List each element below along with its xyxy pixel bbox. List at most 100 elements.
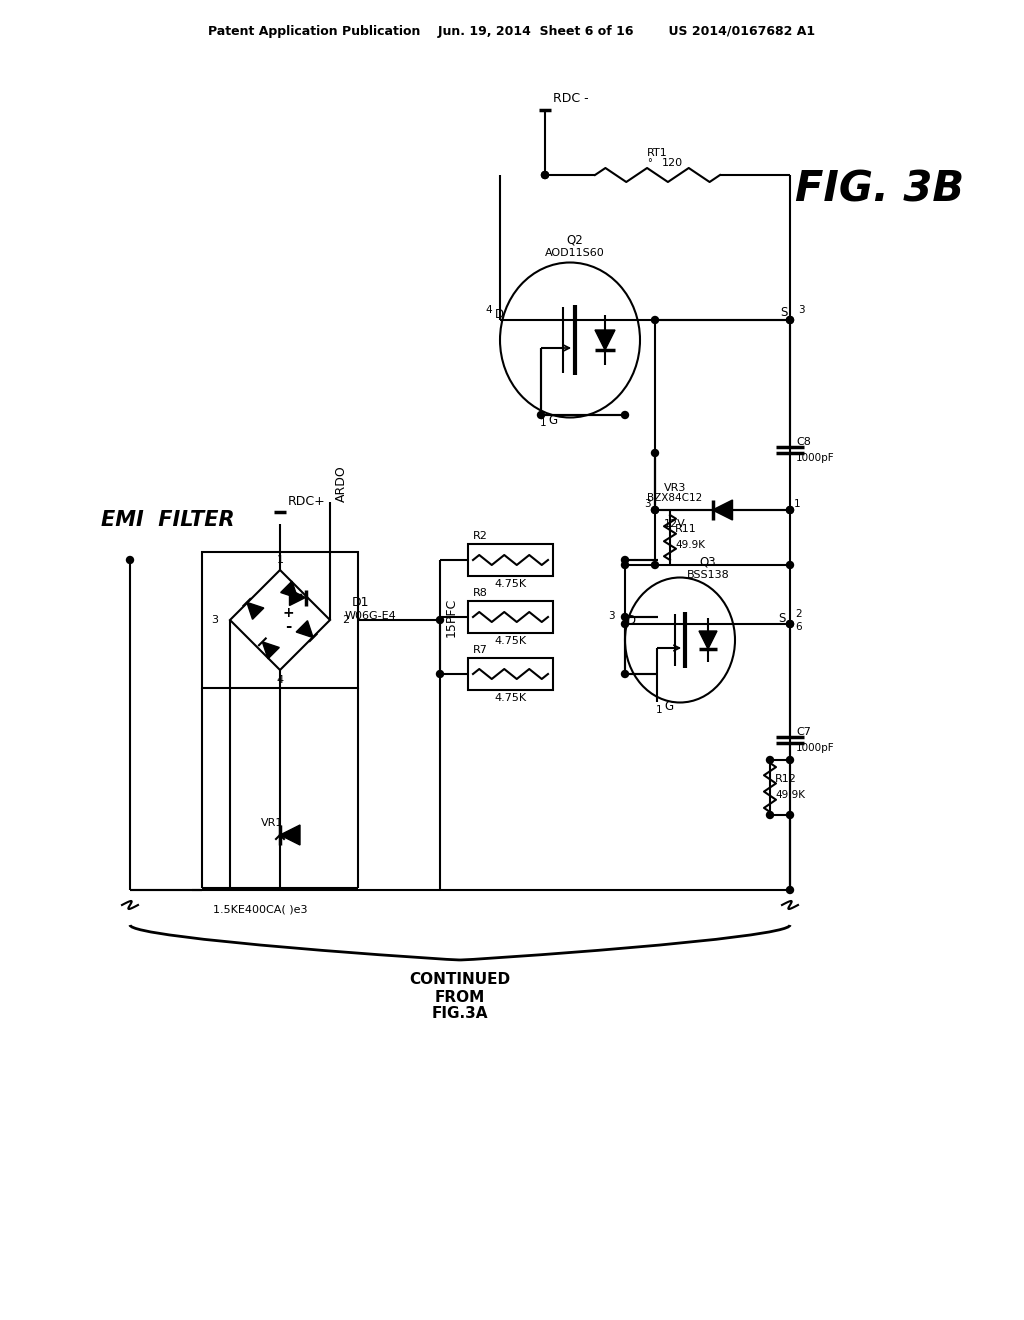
Text: R7: R7 xyxy=(473,645,487,655)
Text: 12V: 12V xyxy=(665,519,686,529)
Circle shape xyxy=(622,412,629,418)
Text: W06G-E4: W06G-E4 xyxy=(345,611,396,620)
Text: 4: 4 xyxy=(485,305,492,315)
Text: R12: R12 xyxy=(775,775,797,784)
Circle shape xyxy=(622,614,629,620)
Circle shape xyxy=(622,671,629,677)
Text: 3: 3 xyxy=(608,611,615,620)
Text: S: S xyxy=(780,305,787,318)
Circle shape xyxy=(127,557,133,564)
Polygon shape xyxy=(595,330,615,350)
Circle shape xyxy=(436,616,443,623)
Text: Q2: Q2 xyxy=(566,234,584,247)
Text: RDC -: RDC - xyxy=(553,92,589,106)
Circle shape xyxy=(622,557,629,564)
Text: R11: R11 xyxy=(675,524,696,535)
Circle shape xyxy=(651,507,658,513)
Text: BSS138: BSS138 xyxy=(687,570,729,579)
Circle shape xyxy=(651,507,658,513)
Text: 3: 3 xyxy=(798,305,805,315)
Text: 1: 1 xyxy=(540,418,547,428)
Text: 49.9K: 49.9K xyxy=(675,540,705,550)
Polygon shape xyxy=(262,642,280,659)
Text: 3: 3 xyxy=(644,499,651,510)
Text: FIG.3A: FIG.3A xyxy=(432,1006,488,1022)
Text: R2: R2 xyxy=(473,531,487,541)
Polygon shape xyxy=(281,581,298,598)
Bar xyxy=(468,601,553,634)
Bar xyxy=(468,657,553,690)
Circle shape xyxy=(767,756,773,763)
Text: 4: 4 xyxy=(276,675,284,685)
Circle shape xyxy=(622,620,629,627)
Circle shape xyxy=(542,172,549,178)
Text: RT1: RT1 xyxy=(646,148,668,158)
Text: S: S xyxy=(778,611,785,624)
Polygon shape xyxy=(247,602,264,619)
Circle shape xyxy=(786,887,794,894)
Text: Q3: Q3 xyxy=(699,556,717,569)
Text: FROM: FROM xyxy=(435,990,485,1005)
Text: 2: 2 xyxy=(342,615,349,624)
Text: 1000pF: 1000pF xyxy=(796,453,835,463)
Circle shape xyxy=(651,317,658,323)
Text: 6: 6 xyxy=(795,622,802,632)
Polygon shape xyxy=(290,590,305,606)
Text: 1: 1 xyxy=(655,705,663,715)
Circle shape xyxy=(786,561,794,569)
Polygon shape xyxy=(713,500,732,520)
Text: G: G xyxy=(549,413,557,426)
Text: CONTINUED: CONTINUED xyxy=(410,973,511,987)
Text: FIG. 3B: FIG. 3B xyxy=(796,169,965,211)
Text: ARDO: ARDO xyxy=(335,466,348,503)
Circle shape xyxy=(436,671,443,677)
Text: BZX84C12: BZX84C12 xyxy=(647,492,702,503)
Text: °: ° xyxy=(647,158,652,168)
Text: Patent Application Publication    Jun. 19, 2014  Sheet 6 of 16        US 2014/01: Patent Application Publication Jun. 19, … xyxy=(209,25,815,38)
Circle shape xyxy=(767,812,773,818)
Text: 4.75K: 4.75K xyxy=(495,636,526,645)
Text: VR3: VR3 xyxy=(664,483,686,492)
Text: G: G xyxy=(665,700,674,713)
Text: 15PFC: 15PFC xyxy=(445,598,458,636)
Text: 3: 3 xyxy=(211,615,218,624)
Text: AOD11S60: AOD11S60 xyxy=(545,248,605,257)
Text: D: D xyxy=(627,615,636,627)
Circle shape xyxy=(786,620,794,627)
Text: EMI  FILTER: EMI FILTER xyxy=(101,510,234,531)
Text: D: D xyxy=(495,309,504,322)
Text: 4.75K: 4.75K xyxy=(495,693,526,704)
Text: 120: 120 xyxy=(662,158,683,168)
Circle shape xyxy=(651,561,658,569)
Text: 1: 1 xyxy=(794,499,801,510)
Circle shape xyxy=(786,756,794,763)
Polygon shape xyxy=(296,620,313,638)
Text: 49.9K: 49.9K xyxy=(775,791,805,800)
Text: 1: 1 xyxy=(276,554,284,565)
Text: 4.75K: 4.75K xyxy=(495,579,526,589)
Text: C7: C7 xyxy=(796,727,811,737)
Circle shape xyxy=(538,412,545,418)
Circle shape xyxy=(786,507,794,513)
Text: RDC+: RDC+ xyxy=(288,495,326,508)
Circle shape xyxy=(786,317,794,323)
Circle shape xyxy=(786,812,794,818)
Text: C8: C8 xyxy=(796,437,811,447)
Text: 2: 2 xyxy=(795,609,802,619)
Circle shape xyxy=(622,561,629,569)
Text: VR1: VR1 xyxy=(261,818,284,828)
Polygon shape xyxy=(699,631,717,649)
Circle shape xyxy=(786,317,794,323)
Text: R8: R8 xyxy=(473,587,487,598)
Circle shape xyxy=(542,172,549,178)
Circle shape xyxy=(786,620,794,627)
Text: -: - xyxy=(285,619,291,635)
Text: D1: D1 xyxy=(352,595,370,609)
Polygon shape xyxy=(280,825,300,845)
Text: 1000pF: 1000pF xyxy=(796,743,835,752)
Bar xyxy=(468,544,553,576)
Bar xyxy=(202,552,358,688)
Text: +: + xyxy=(283,606,294,620)
Circle shape xyxy=(651,450,658,457)
Text: 1.5KE400CA( )e3: 1.5KE400CA( )e3 xyxy=(213,906,307,915)
